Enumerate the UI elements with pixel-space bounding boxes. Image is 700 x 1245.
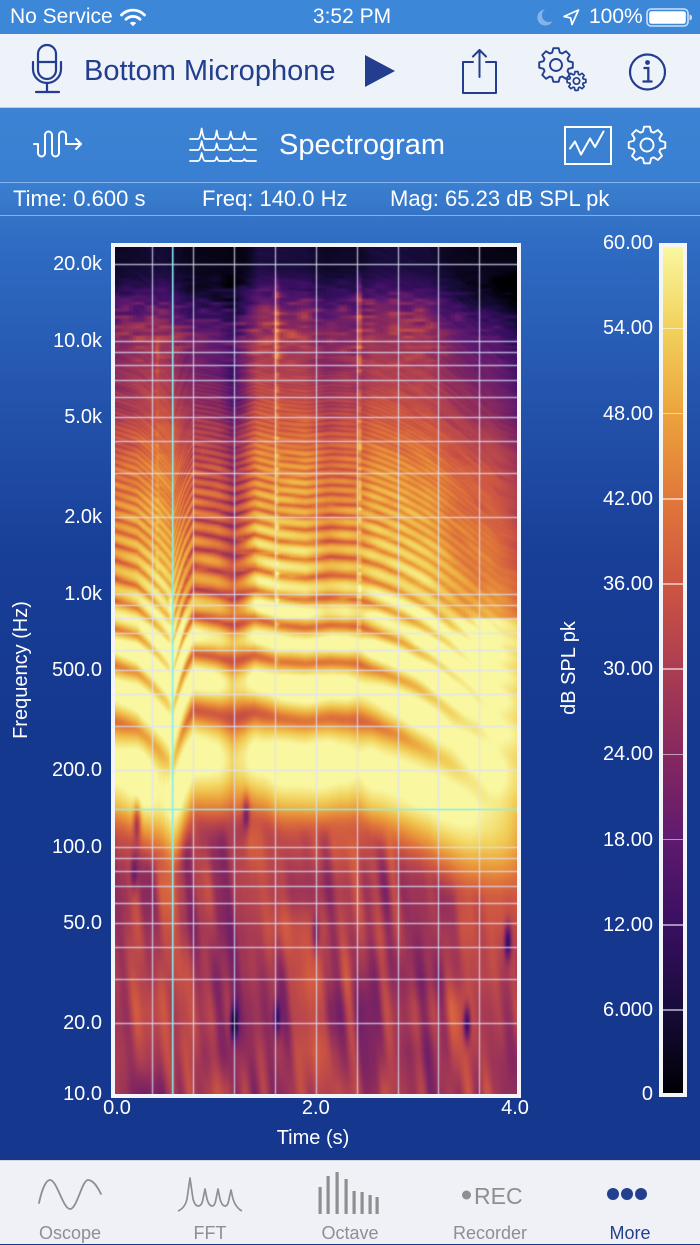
analyzer-toolbar: Spectrogram: [0, 108, 700, 182]
x-tick-label: 4.0: [501, 1097, 529, 1119]
wifi-icon: [120, 8, 146, 27]
colorbar-label: dB SPL pk: [558, 621, 580, 715]
tab-label: Recorder: [452, 1223, 528, 1243]
status-bar: No Service 3:52 PM 100%: [0, 0, 700, 34]
y-tick-label: 50.0: [63, 911, 102, 934]
readout-time: Time: 0.600 s: [13, 186, 146, 211]
y-tick-label: 100.0: [51, 835, 102, 858]
tab-label: FFT: [193, 1223, 227, 1243]
y-tick-label: 5.0k: [64, 405, 102, 428]
settings-gears-icon[interactable]: [534, 44, 592, 100]
x-axis-label: Time (s): [276, 1127, 350, 1149]
colorbar-tick-line: [663, 753, 683, 756]
signal-generator-icon[interactable]: [30, 128, 86, 162]
y-axis-label: Frequency (Hz): [10, 601, 32, 739]
location-arrow-icon: [563, 9, 580, 26]
colorbar-tick-label: 36.00: [602, 573, 653, 595]
x-tick-label: 0.0: [103, 1097, 131, 1119]
y-tick-label: 10.0: [63, 1083, 102, 1105]
oscilloscope-wave-icon: [38, 1179, 102, 1210]
play-icon[interactable]: [364, 52, 398, 90]
y-tick-label: 500.0: [51, 658, 102, 681]
colorbar-tick-label: 18.00: [602, 828, 653, 851]
colorbar-tick-line: [663, 412, 683, 415]
x-tick-label: 2.0: [301, 1097, 330, 1119]
input-source-label[interactable]: Bottom Microphone: [84, 55, 336, 87]
colorbar-tick-line: [663, 327, 683, 330]
header-bar: Bottom Microphone: [0, 34, 700, 108]
colorbar-tick-label: 12.00: [602, 913, 653, 936]
y-tick-label: 10.0k: [53, 329, 102, 352]
colorbar-tick-line: [663, 498, 683, 500]
tab-recorder[interactable]: REC Recorder: [420, 1161, 560, 1245]
more-dots-icon: [607, 1188, 647, 1200]
octave-bars-icon: [318, 1172, 379, 1214]
y-tick-label: 2.0k: [64, 506, 102, 529]
colorbar-tick-label: 54.00: [602, 317, 653, 340]
y-tick-label: 20.0: [63, 1012, 102, 1035]
colorbar-tick-label: 6.000: [602, 999, 653, 1021]
tab-oscope[interactable]: Oscope: [0, 1161, 140, 1245]
microphone-icon[interactable]: [30, 42, 66, 96]
colorbar-tick-line: [663, 668, 683, 670]
y-tick-label: 20.0k: [53, 253, 102, 276]
record-icon-text: REC: [474, 1183, 523, 1209]
carrier-label: No Service: [10, 5, 113, 28]
gear-icon[interactable]: [626, 124, 668, 166]
spectrogram-plot[interactable]: [111, 243, 521, 1098]
spectrogram-icon[interactable]: [188, 124, 258, 168]
share-icon[interactable]: [458, 46, 502, 96]
tab-bar: Oscope FFT Octave REC Recorder: [0, 1160, 700, 1244]
cursor-readout: Time: 0.600 s Freq: 140.0 Hz Mag: 65.23 …: [0, 182, 700, 216]
colorbar-tick-label: 42.00: [602, 487, 653, 510]
readout-magnitude: Mag: 65.23 dB SPL pk: [390, 186, 610, 211]
moon-icon: [537, 9, 553, 26]
tab-label: More: [609, 1223, 651, 1243]
battery-percent: 100%: [589, 5, 643, 28]
fft-peaks-icon: [177, 1177, 243, 1212]
y-tick-label: 1.0k: [64, 582, 102, 605]
colorbar-tick-label: 30.00: [602, 658, 653, 681]
battery-icon: [646, 8, 692, 27]
tab-fft[interactable]: FFT: [140, 1161, 280, 1245]
colorbar-tick-label: 48.00: [602, 402, 653, 425]
y-tick-label: 200.0: [51, 759, 102, 782]
colorbar-tick-label: 24.00: [602, 743, 653, 766]
chart-icon[interactable]: [562, 125, 614, 167]
colorbar-tick-line: [663, 924, 683, 926]
colorbar-gradient: [663, 247, 683, 1093]
colorbar-tick-label: 60.00: [602, 232, 653, 255]
colorbar-tick-line: [663, 1009, 683, 1011]
tab-label: Octave: [321, 1223, 379, 1243]
tab-label: Oscope: [38, 1223, 102, 1243]
record-icon: [462, 1190, 471, 1200]
readout-frequency: Freq: 140.0 Hz: [202, 186, 348, 211]
colorbar-tick-label: 0: [641, 1083, 653, 1105]
colorbar-tick-line: [663, 583, 683, 585]
clock: 3:52 PM: [312, 5, 392, 28]
tab-octave[interactable]: Octave: [280, 1161, 420, 1245]
plot-frame: [111, 243, 521, 1098]
view-title[interactable]: Spectrogram: [279, 129, 446, 161]
tab-more[interactable]: More: [560, 1161, 700, 1245]
info-icon[interactable]: [627, 50, 669, 94]
colorbar-tick-line: [663, 838, 683, 841]
